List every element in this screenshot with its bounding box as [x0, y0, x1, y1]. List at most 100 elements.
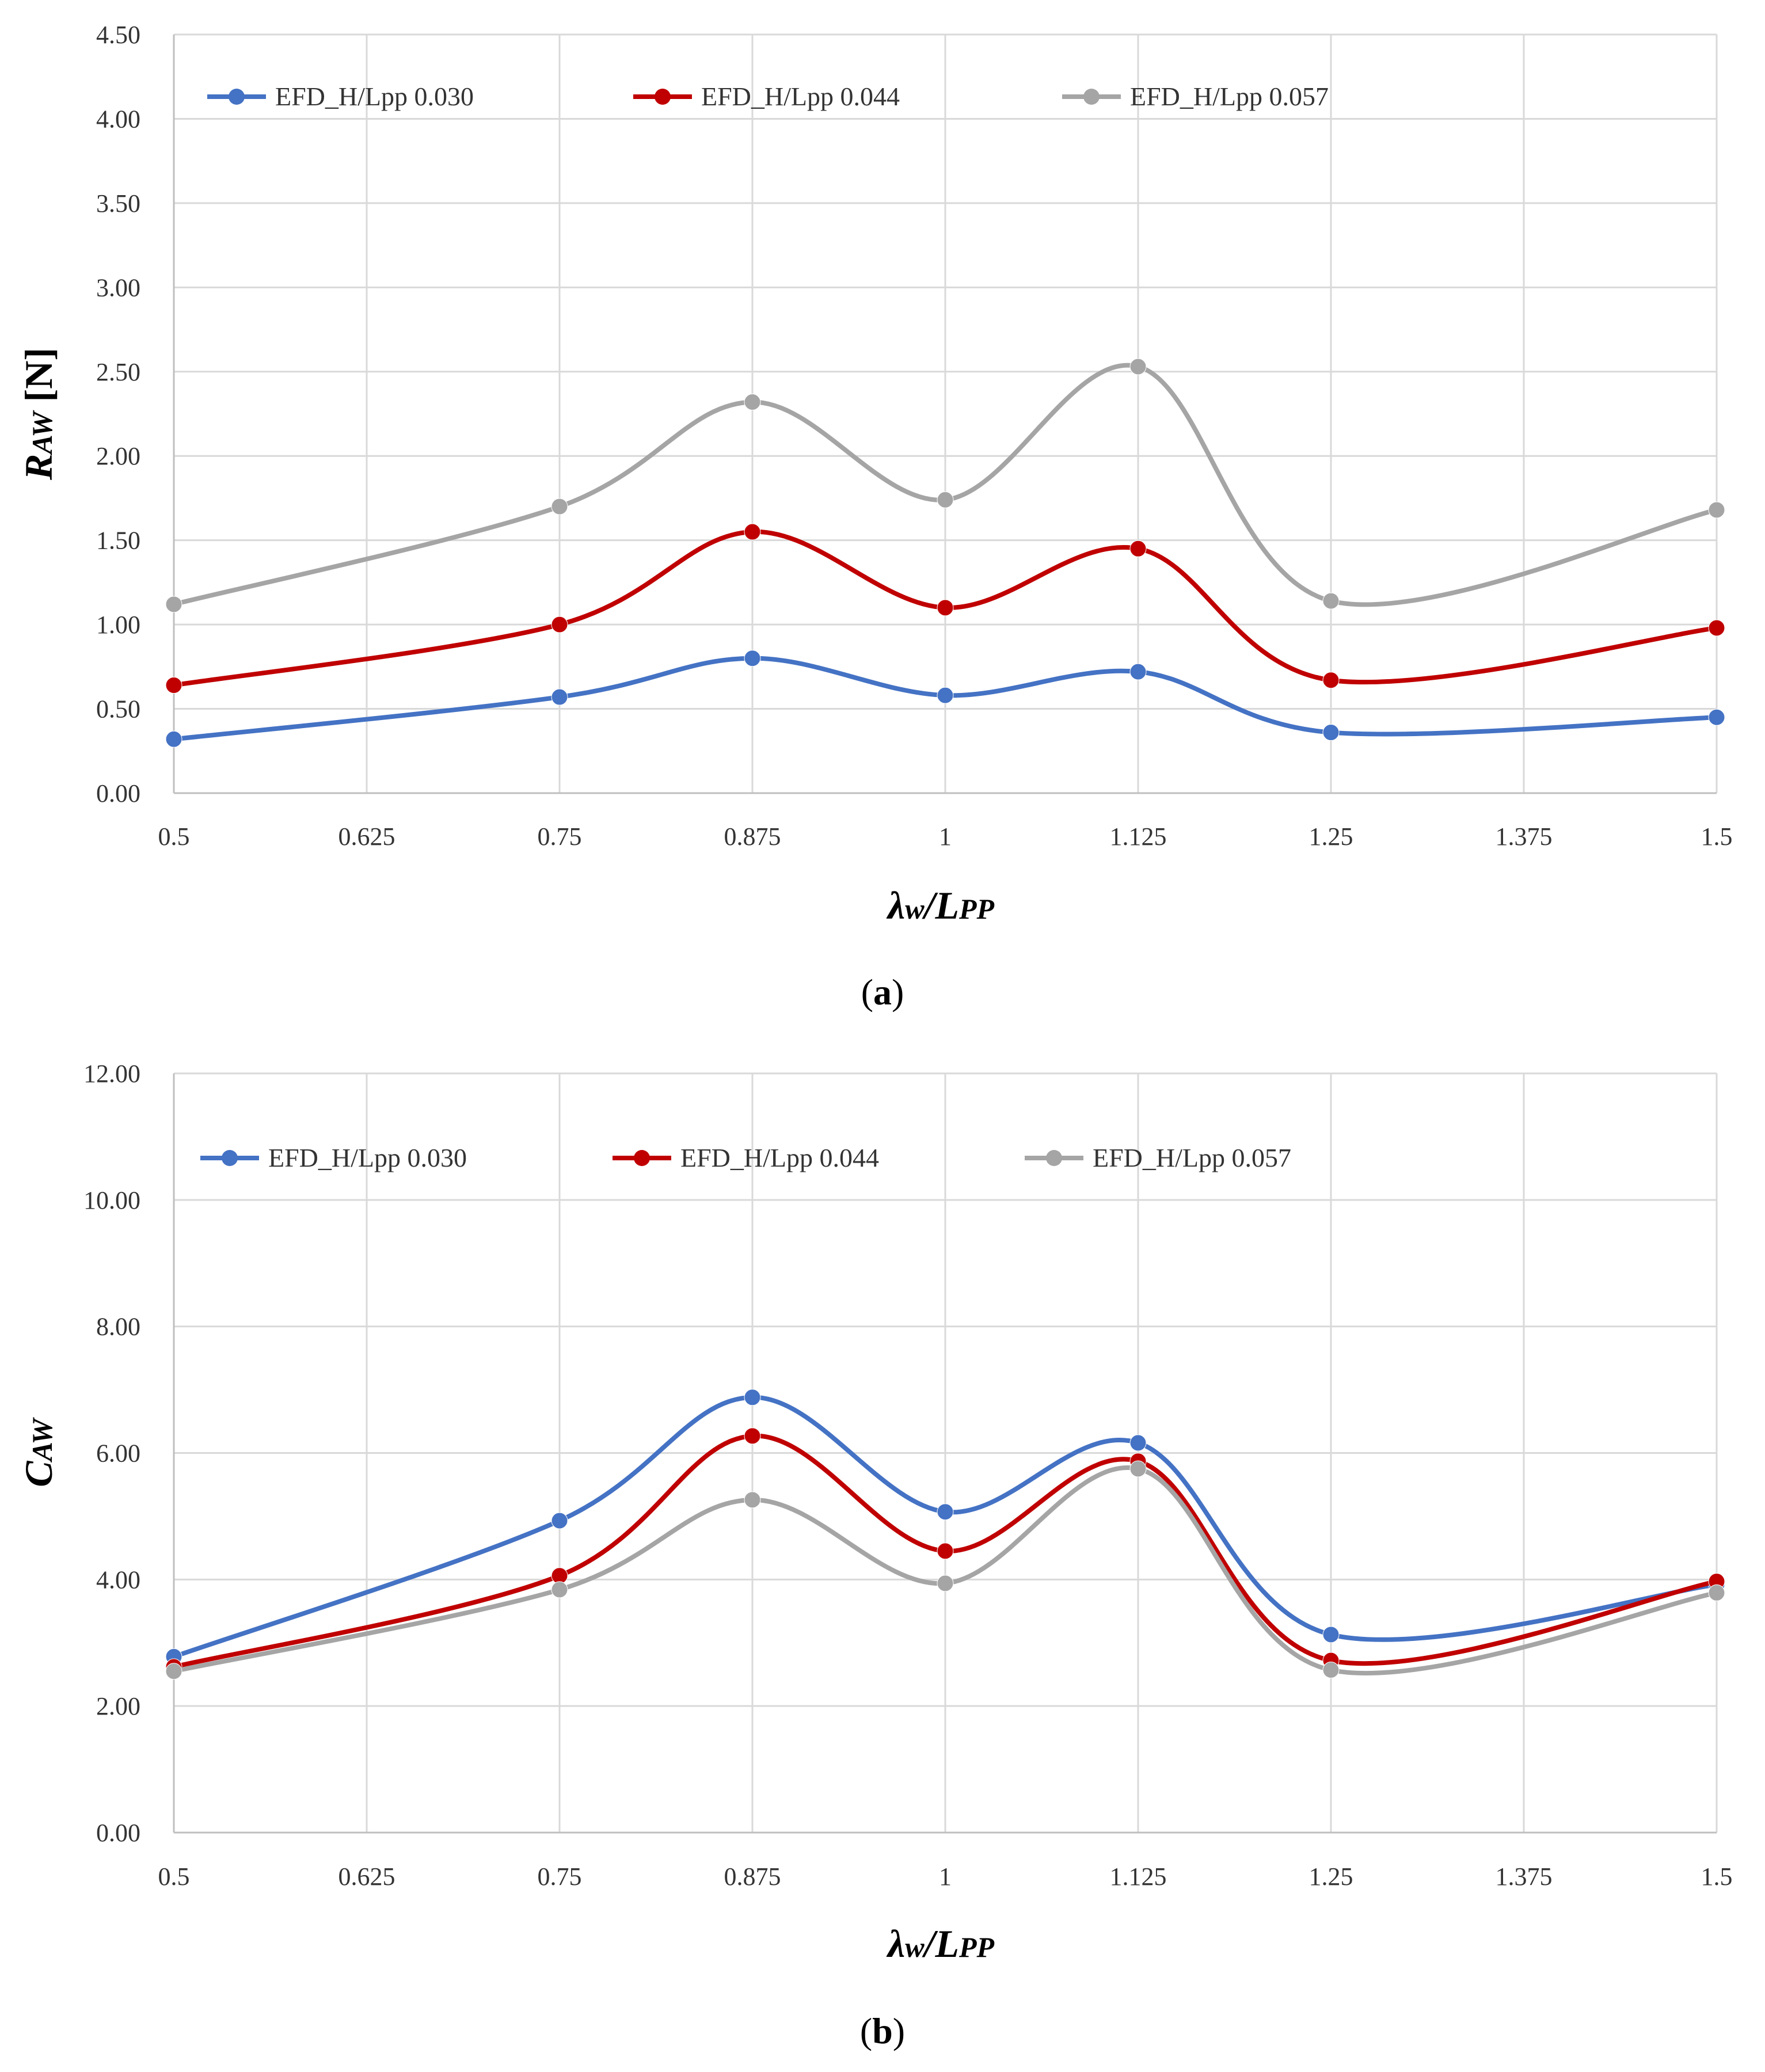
- data-point: [551, 1512, 568, 1529]
- y-tick-label: 6.00: [96, 1439, 140, 1468]
- y-tick-label: 0.00: [96, 779, 140, 808]
- data-point: [551, 616, 568, 633]
- legend-entry: EFD_H/Lpp 0.030: [207, 82, 474, 111]
- data-point: [1322, 592, 1340, 610]
- chart-a: 0.5 0.625 0.75 0.875 1 1.125 1.25 1.375 1.5 0.00 0…: [17, 21, 1733, 1012]
- data-point: [937, 1575, 954, 1592]
- x-tick-label: 1: [939, 822, 952, 851]
- y-tick-label: 0.50: [96, 695, 140, 723]
- y-tick-label: 2.50: [96, 358, 140, 386]
- x-tick-label: 1.125: [1110, 1862, 1167, 1891]
- x-axis-title: λw/LPP: [886, 883, 995, 927]
- data-point: [1708, 501, 1725, 519]
- y-tick-label: 4.50: [96, 21, 140, 49]
- data-point: [937, 687, 954, 704]
- x-tick-label: 1.125: [1110, 822, 1167, 851]
- legend-label: EFD_H/Lpp 0.044: [701, 82, 900, 111]
- legend-entry: EFD_H/Lpp 0.057: [1025, 1143, 1291, 1172]
- y-tick-label: 10.00: [83, 1186, 140, 1214]
- y-axis-title: RAW [N]: [17, 348, 60, 481]
- data-point: [165, 677, 182, 694]
- legend-entry: EFD_H/Lpp 0.030: [200, 1143, 467, 1172]
- data-point: [1322, 724, 1340, 741]
- y-tick-label: 8.00: [96, 1313, 140, 1341]
- y-tick-label: 3.50: [96, 189, 140, 218]
- x-tick-label: 0.625: [338, 822, 395, 851]
- y-tick-label: 0.00: [96, 1819, 140, 1847]
- legend-marker: [1083, 89, 1100, 105]
- y-tick-label: 2.00: [96, 1692, 140, 1720]
- data-point: [1129, 1434, 1147, 1452]
- data-point: [165, 730, 182, 748]
- legend-marker: [229, 89, 245, 105]
- data-point: [1129, 1460, 1147, 1477]
- data-point: [165, 1663, 182, 1680]
- x-tick-label: 1.375: [1496, 1862, 1553, 1891]
- x-tick-label: 0.5: [158, 822, 190, 851]
- panel-caption: (a): [861, 972, 904, 1012]
- data-point: [937, 491, 954, 508]
- y-tick-label: 4.00: [96, 1566, 140, 1594]
- data-point: [1322, 1626, 1340, 1643]
- data-point: [744, 1491, 761, 1509]
- data-point: [1129, 358, 1147, 375]
- legend-label: EFD_H/Lpp 0.057: [1130, 82, 1329, 111]
- data-point: [1322, 672, 1340, 689]
- y-tick-label: 12.00: [83, 1060, 140, 1088]
- legend-label: EFD_H/Lpp 0.030: [268, 1143, 467, 1172]
- data-point: [551, 688, 568, 706]
- legend-label: EFD_H/Lpp 0.030: [275, 82, 474, 111]
- data-point: [744, 523, 761, 540]
- data-point: [1129, 663, 1147, 680]
- legend-entry: EFD_H/Lpp 0.044: [613, 1143, 879, 1172]
- data-point: [1708, 709, 1725, 726]
- y-tick-label: 1.00: [96, 611, 140, 639]
- y-tick-label: 2.00: [96, 442, 140, 470]
- legend-label: EFD_H/Lpp 0.057: [1093, 1143, 1291, 1172]
- x-tick-label: 1.375: [1496, 822, 1553, 851]
- data-point: [1708, 1584, 1725, 1601]
- data-point: [937, 599, 954, 616]
- x-tick-label: 1.5: [1701, 822, 1733, 851]
- legend-marker: [634, 1150, 650, 1166]
- legend-entry: EFD_H/Lpp 0.057: [1062, 82, 1329, 111]
- y-tick-label: 4.00: [96, 105, 140, 133]
- x-tick-label: 1: [939, 1862, 952, 1891]
- data-point: [744, 1389, 761, 1406]
- series-line-3: [172, 1465, 1719, 1676]
- x-tick-label: 1.25: [1309, 1862, 1353, 1891]
- legend-marker: [222, 1150, 238, 1166]
- y-tick-label: 1.50: [96, 527, 140, 555]
- data-point: [744, 1427, 761, 1445]
- data-point: [1129, 540, 1147, 557]
- data-point: [551, 498, 568, 515]
- x-tick-label: 1.5: [1701, 1862, 1733, 1891]
- x-axis-title: λw/LPP: [886, 1922, 995, 1966]
- x-tick-label: 0.875: [724, 1862, 781, 1891]
- x-tick-label: 0.875: [724, 822, 781, 851]
- panel-caption: (b): [860, 2010, 905, 2051]
- y-tick-label: 3.00: [96, 273, 140, 302]
- data-point: [744, 650, 761, 667]
- y-axis-title: CAW: [17, 1417, 60, 1487]
- data-point: [1708, 619, 1725, 637]
- data-point: [551, 1581, 568, 1598]
- data-point: [165, 596, 182, 613]
- x-tick-label: 1.25: [1309, 822, 1353, 851]
- x-tick-label: 0.75: [538, 1862, 582, 1891]
- legend-entry: EFD_H/Lpp 0.044: [633, 82, 900, 111]
- x-tick-label: 0.625: [338, 1862, 395, 1891]
- data-point: [937, 1542, 954, 1560]
- data-point: [1322, 1662, 1340, 1679]
- legend-marker: [1046, 1150, 1062, 1166]
- data-point: [937, 1503, 954, 1521]
- legend-label: EFD_H/Lpp 0.044: [680, 1143, 879, 1172]
- series-line-3: [172, 363, 1719, 607]
- x-tick-label: 0.75: [538, 822, 582, 851]
- legend-marker: [655, 89, 671, 105]
- data-point: [744, 393, 761, 410]
- chart-b: 0.5 0.625 0.75 0.875 1 1.125 1.25 1.375 1.5 0.00 2…: [17, 1060, 1733, 2051]
- x-tick-label: 0.5: [158, 1862, 190, 1891]
